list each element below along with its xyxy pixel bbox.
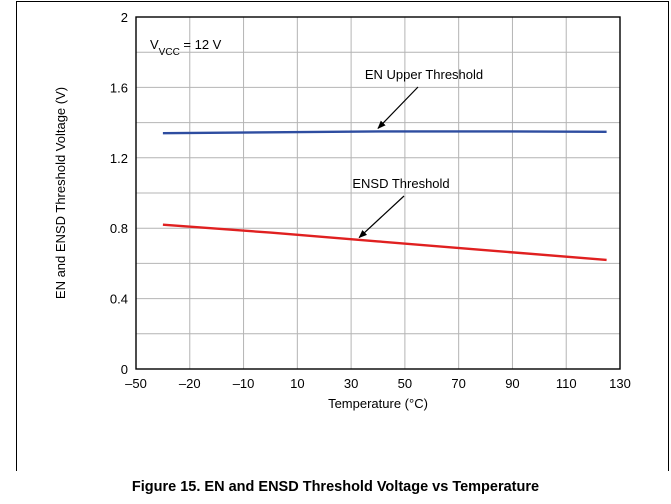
condition-label: VVCC = 12 V [150,37,222,58]
x-tick-label: 30 [344,376,358,391]
x-tick-label: 50 [398,376,412,391]
annotation-arrow-en-upper [377,86,419,130]
y-tick-label: 0.4 [110,292,128,307]
plot-area [135,16,621,370]
x-axis-label: Temperature (°C) [328,396,428,411]
series-line-ensd-threshold [162,223,607,262]
y-tick-label: 0.8 [110,221,128,236]
annotation-en-upper: EN Upper Threshold [365,67,483,82]
series-layer [162,130,607,262]
x-tick-label: –50 [125,376,147,391]
chart: –50 –20 –10 10 30 50 70 90 110 13000.40.81.21.62 … [53,10,631,411]
x-tick-label: 110 [556,376,577,391]
tick-labels: –50 –20 –10 10 30 50 70 90 110 130 0 0.4 0.8 1.2 1.6 2 [110,10,631,391]
x-tick-label: –10 [233,376,255,391]
grid [136,17,620,369]
annotation-ensd: ENSD Threshold [352,176,449,191]
annotations: VVCC = 12 V EN Upper Threshold ENSD Thresh… [150,37,483,239]
figure-caption: Figure 15. EN and ENSD Threshold Voltage… [131,479,540,495]
series-line-en-upper-threshold [162,130,607,135]
y-axis-label: EN and ENSD Threshold Voltage (V) [53,87,68,299]
x-tick-label: –20 [179,376,201,391]
y-tick-label: 1.2 [110,151,128,166]
figure-frame [16,1,669,471]
x-tick-label: 90 [505,376,519,391]
y-tick-label: 1.6 [110,80,128,95]
x-tick-label: 130 [609,376,631,391]
x-tick-label: 10 [290,376,304,391]
annotation-arrow-ensd [358,195,405,239]
x-tick-label: 70 [451,376,465,391]
y-tick-label: 0 [121,362,128,377]
y-tick-label: 2 [121,10,128,25]
